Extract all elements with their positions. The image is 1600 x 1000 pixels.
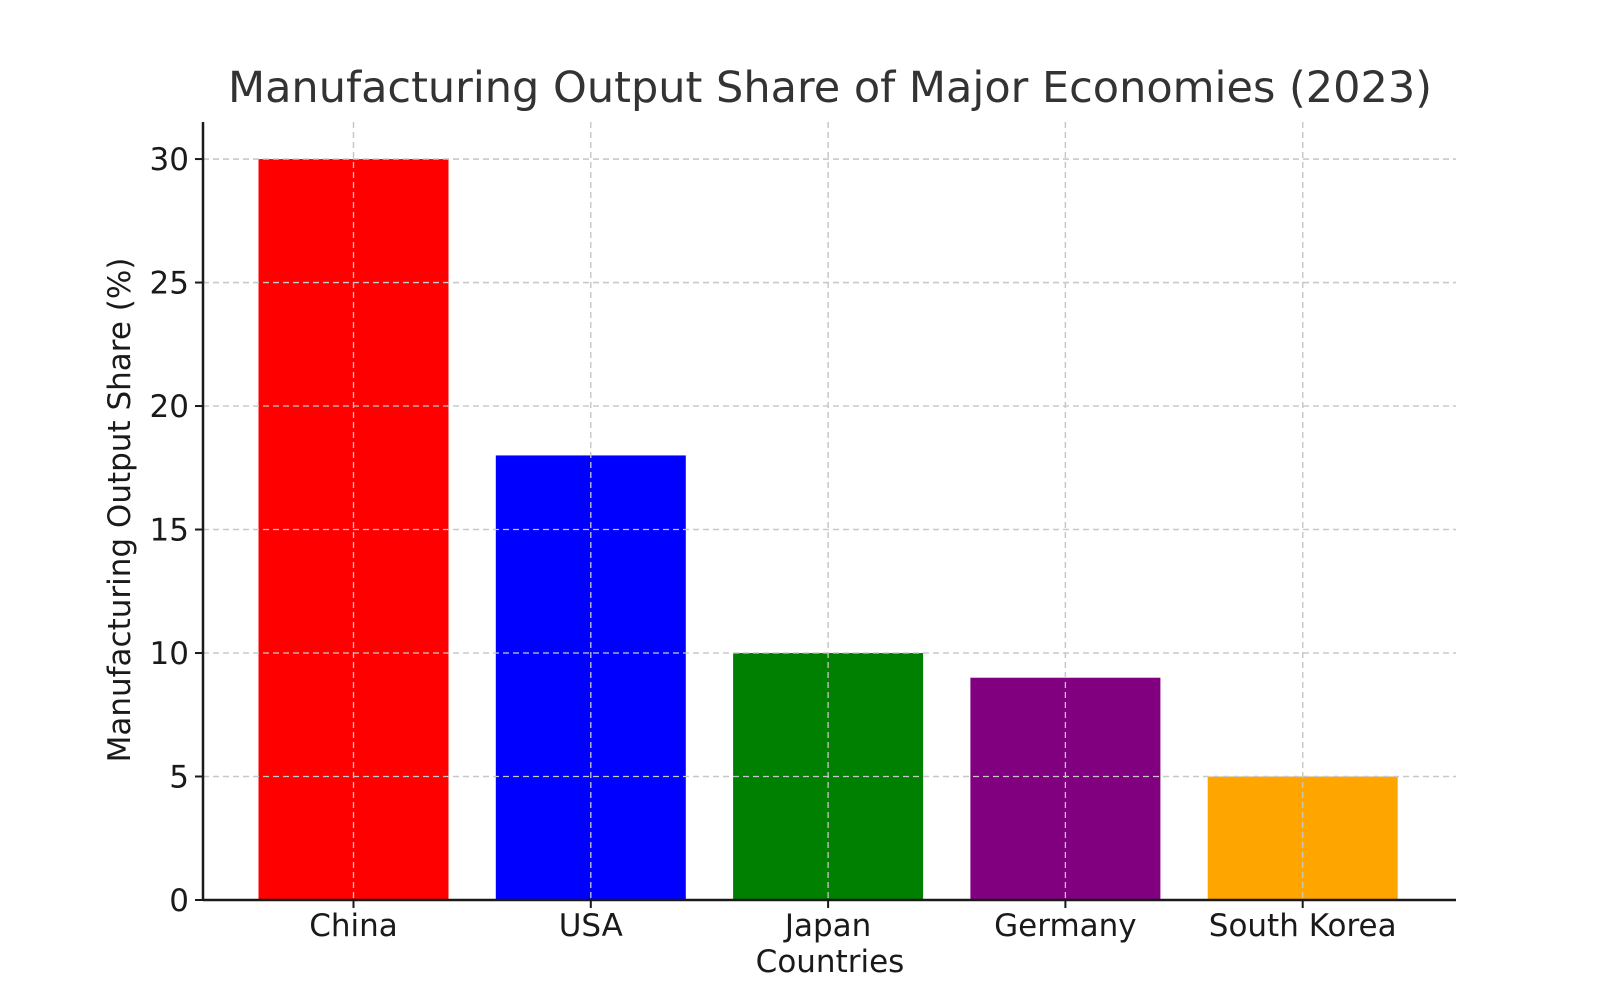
x-tick-label-japan: Japan [783,908,871,944]
axes: 0 5 10 15 20 25 30 China USA Japan Germany South Ko… [150,122,1456,944]
x-tick-label-germany: Germany [994,908,1136,944]
chart-title: Manufacturing Output Share of Major Econ… [228,63,1432,113]
x-tick-label-china: China [309,908,398,944]
x-tick-label-south-korea: South Korea [1209,908,1397,944]
y-tick-label-5: 5 [169,760,189,796]
y-tick-label-30: 30 [150,142,189,178]
x-tick-label-usa: USA [559,908,623,944]
y-tick-label-0: 0 [169,883,189,919]
y-axis-label: Manufacturing Output Share (%) [102,258,138,763]
y-tick-label-10: 10 [150,636,189,672]
bars [203,122,1456,901]
x-axis-label: Countries [756,944,905,980]
y-tick-label-20: 20 [150,389,189,425]
y-tick-label-15: 15 [150,513,189,549]
y-tick-label-25: 25 [150,266,189,302]
